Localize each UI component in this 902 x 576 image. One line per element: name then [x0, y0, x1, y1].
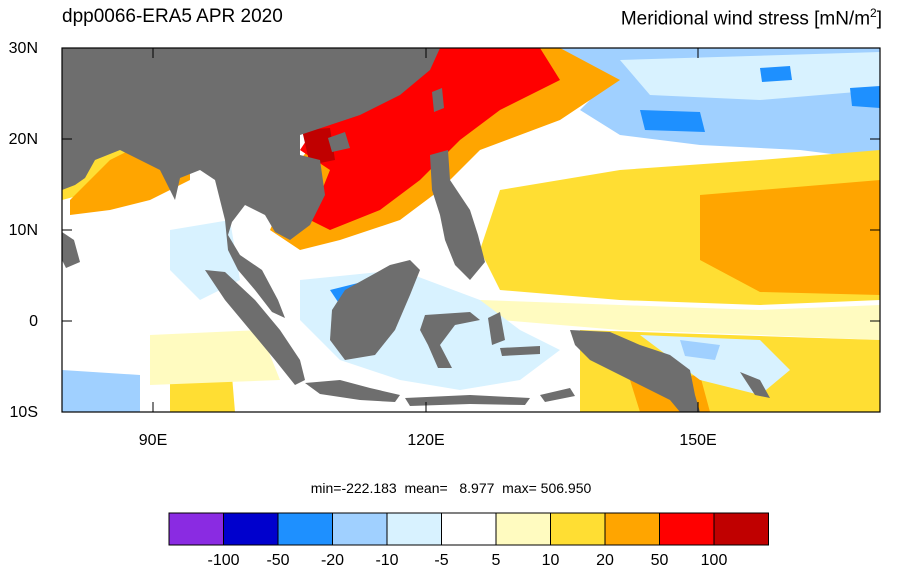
map-title-left: dpp0066-ERA5 APR 2020 [62, 6, 283, 27]
colorbar-swatch [277, 512, 333, 546]
field-pale-pacific [480, 300, 880, 340]
colorbar-swatch [168, 512, 224, 546]
lat-label-10n: 10N [8, 222, 38, 239]
land-sri-lanka [62, 232, 80, 268]
land-masses [62, 48, 770, 412]
colorbar-tick-label: 5 [491, 552, 501, 569]
lat-label-20n: 20N [8, 131, 38, 148]
lon-label-90e: 90E [138, 432, 168, 449]
land-halmahera [488, 312, 505, 345]
colorbar-tick-label: -20 [320, 552, 345, 569]
field-lightblue-sw [62, 370, 140, 412]
field-blue-coral [680, 340, 720, 360]
map-panel [62, 48, 880, 412]
land-lesser-sunda [405, 395, 530, 406]
lon-label-120e: 120E [407, 432, 445, 449]
land-java [305, 380, 400, 402]
colorbar-tick-label: -100 [207, 552, 240, 569]
field-statistics: min=-222.183 mean= 8.977 max= 506.950 [310, 480, 592, 496]
colorbar-tick-label: 100 [700, 552, 728, 569]
land-borneo [330, 260, 420, 360]
lat-label-10s: 10S [9, 404, 38, 421]
land-sumatra [205, 270, 305, 385]
colorbar-tick-label: -50 [266, 552, 290, 569]
colorbar-tick-label: 50 [650, 552, 669, 569]
colorbar-swatch [332, 512, 388, 546]
map-title-right: Meridional wind stress [mN/m2] [620, 6, 882, 30]
colorbar-tick-label: 10 [541, 552, 560, 569]
colorbar-swatch [713, 512, 769, 546]
land-asia-mainland [62, 48, 440, 318]
land-sulawesi [420, 312, 480, 368]
field-paleblue-north [620, 52, 880, 100]
field-pale-sw [150, 330, 280, 385]
axis-ticks [62, 47, 880, 413]
lat-label-0: 0 [29, 313, 38, 330]
land-new-guinea [570, 330, 700, 412]
field-blue-north2 [850, 86, 880, 108]
colorbar-swatch [495, 512, 551, 546]
colorbar-swatch [604, 512, 660, 546]
land-hainan [328, 132, 350, 152]
land-solomons [740, 372, 770, 398]
colorbar-swatch [441, 512, 497, 546]
field-darkred-gulf [302, 128, 335, 165]
land-philippines [430, 150, 485, 280]
field-blue-north3 [760, 66, 792, 82]
field-blue-north1 [640, 110, 705, 132]
lon-label-150e: 150E [679, 432, 717, 449]
lat-label-30n: 30N [8, 40, 38, 57]
colorbar-swatch [223, 512, 279, 546]
colorbar-tick-label: -10 [375, 552, 399, 569]
colorbar-tick-label: 20 [596, 552, 614, 569]
colorbar [168, 512, 769, 546]
colorbar-swatch [550, 512, 606, 546]
field-red-scs [300, 48, 560, 230]
colorbar-tick-label: -5 [434, 552, 449, 569]
land-timor [540, 388, 575, 402]
colorbar-swatch [659, 512, 715, 546]
land-taiwan [432, 88, 444, 112]
colorbar-swatch [386, 512, 442, 546]
land-seram [500, 346, 540, 356]
field-orange-pacific [700, 180, 880, 295]
